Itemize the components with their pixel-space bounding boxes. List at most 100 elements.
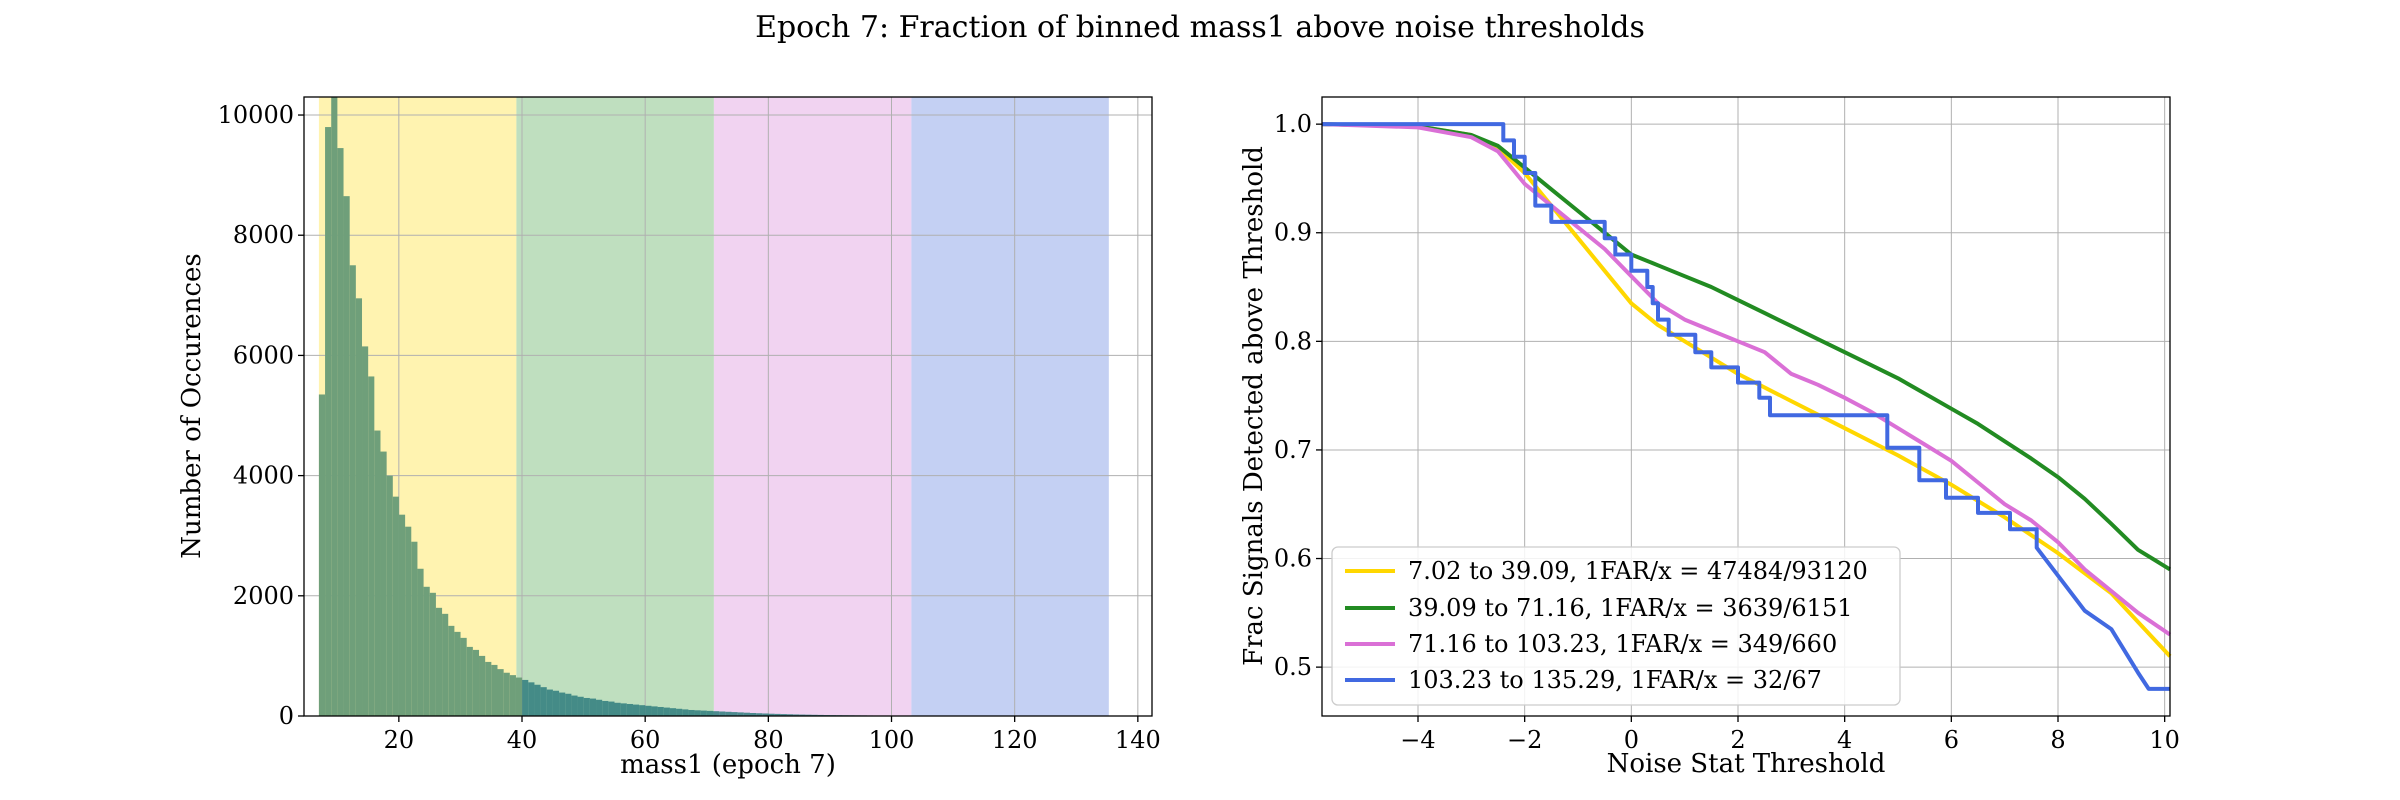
histogram-bar [411,541,418,716]
histogram-bar [713,711,720,716]
histogram-bar [386,475,393,716]
series-line-green [1321,122,2172,572]
x-tick-label: 20 [384,726,415,754]
histogram-bar [423,586,430,716]
histogram-bar [337,148,344,716]
histogram-bar [589,698,597,716]
histogram-bar [442,613,449,716]
x-tick-label: 80 [753,726,784,754]
histogram-bar [343,196,350,717]
histogram-bar [596,699,603,716]
histogram-bar [768,713,775,716]
y-tick-label: 0.5 [1274,653,1312,681]
x-tick-label: 2 [1730,726,1745,754]
histogram-bar [743,712,750,716]
x-tick-label: 8 [2050,726,2065,754]
histogram-bar [325,127,332,717]
histogram-bar [694,710,701,716]
y-tick-label: 8000 [233,221,294,249]
histogram-bar [583,697,590,716]
histogram-bar [405,526,412,716]
histogram-bar [614,702,621,716]
histogram-bar [479,655,486,716]
line-chart-series [1321,122,2172,691]
series-line-magenta [1321,122,2172,637]
histogram-bar [472,649,480,716]
histogram-bar [793,714,800,716]
y-tick-label: 4000 [233,462,294,490]
histogram-bar [392,496,399,716]
histogram-bar [485,661,492,716]
histogram-bar [435,607,443,716]
histogram-bar [663,707,670,716]
histogram-bar [509,675,516,716]
histogram-bar [559,692,566,716]
histogram-bar [398,514,406,716]
histogram-bar [503,672,510,716]
histogram-bar [534,684,541,716]
histogram-bar [749,712,757,716]
histogram-bar [799,714,806,716]
x-tick-label: 120 [992,726,1038,754]
histogram-bar [706,710,714,716]
histogram-frame [303,96,1153,717]
histogram-bar [528,682,535,716]
x-tick-label: 0 [1624,726,1639,754]
line-chart-legend: 7.02 to 39.09, 1FAR/x = 47484/93120 39.0… [1331,546,1901,706]
histogram-bar [380,451,387,716]
mass-band-green [516,97,714,716]
histogram-bar [756,713,763,716]
y-tick-label: 0.7 [1274,436,1312,464]
line-chart-x-ticks: −4 −2 0 2 4 6 8 10 [1400,716,2180,754]
histogram-panel: 20 40 60 80 100 120 140 0 2000 4000 6000 8000 10000… [177,96,1161,780]
figure-title: Epoch 7: Fraction of binned mass1 above … [755,10,1645,45]
x-tick-label: 60 [630,726,661,754]
x-tick-label: 10 [2149,726,2180,754]
detection-fraction-panel: −4 −2 0 2 4 6 8 10 0.5 0.6 0.7 0.8 0.9 1.0 Noise Sta… [1239,96,2180,779]
histogram-bar [657,706,664,716]
histogram-bar [577,696,584,716]
histogram-bar [602,700,609,716]
legend-label-2: 39.09 to 71.16, 1FAR/x = 3639/6151 [1408,594,1853,622]
histogram-bar [632,704,640,716]
histogram-bar [466,646,473,716]
histogram-bar [608,701,615,716]
histogram-bar [626,703,633,716]
histogram-bar [786,714,794,716]
histogram-bar [429,592,436,716]
x-tick-label: 6 [1944,726,1959,754]
y-tick-label: 2000 [233,582,294,610]
histogram-bar [368,376,375,716]
histogram-bar [374,430,381,716]
x-tick-label: 140 [1115,726,1161,754]
histogram-bar [651,706,658,716]
histogram-bar [448,625,455,716]
x-tick-label: −2 [1507,726,1542,754]
histogram-bar [331,97,338,716]
histogram-bars [318,97,935,717]
series-line-blue [1322,122,2170,691]
histogram-bar [639,705,646,716]
histogram-bar [417,568,424,716]
histogram-bar [669,708,677,716]
mass-band-blue [911,97,1109,716]
mass-bin-bands [318,97,1109,716]
histogram-bar [546,689,553,716]
histogram-bar [565,693,572,716]
x-tick-label: −4 [1400,726,1435,754]
histogram-bar [762,713,769,716]
y-tick-label: 0.6 [1274,545,1312,573]
histogram-bar [719,711,726,716]
histogram-bar [318,394,326,716]
histogram-y-ticks: 0 2000 4000 6000 8000 10000 [218,101,304,730]
histogram-bar [774,713,781,716]
y-tick-label: 10000 [218,101,294,129]
histogram-bar [552,690,560,716]
histogram-bar [460,637,467,716]
legend-box [1331,546,1901,706]
histogram-bar [522,679,529,716]
histogram-bar [355,298,363,716]
histogram-bar [497,669,504,716]
histogram-bar [454,631,461,716]
